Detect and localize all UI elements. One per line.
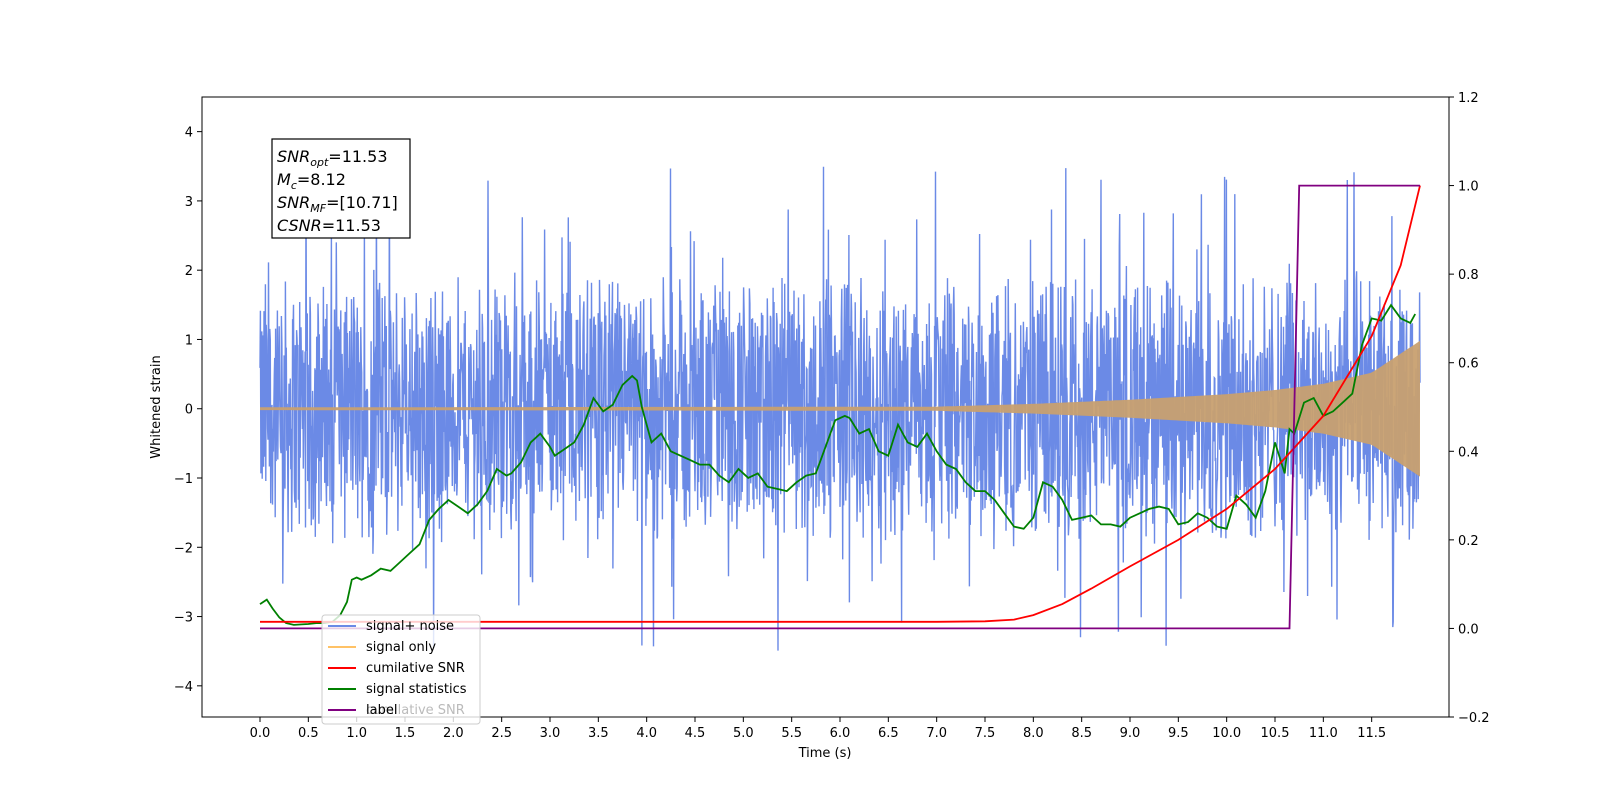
annotation-box: SNRopt=11.53Mc=8.12SNRMF=[10.71]CSNR=11.… <box>271 138 411 239</box>
y2-tick-label: 0.2 <box>1458 534 1479 549</box>
x-tick-label: 10.0 <box>1212 726 1241 741</box>
y-tick-label: −1 <box>174 472 193 487</box>
series-label <box>260 184 1420 630</box>
legend: cumilative SNR signal+ noise signal only c… <box>321 614 481 725</box>
y2-tick-label: 0.0 <box>1458 622 1479 637</box>
x-tick-label: 9.5 <box>1168 726 1189 741</box>
y-tick-label: 4 <box>185 126 193 141</box>
y2-tick-label: 0.8 <box>1458 268 1479 283</box>
x-tick-label: 2.0 <box>443 726 464 741</box>
series-signal-statistics <box>259 303 1416 626</box>
x-tick-label: 11.5 <box>1357 726 1386 741</box>
x-tick-label: 6.5 <box>878 726 899 741</box>
x-tick-label: 9.0 <box>1120 726 1141 741</box>
y-axis-left: 4 3 2 1 0 −1 −2 −3 −4 <box>174 126 202 695</box>
y-tick-label: −3 <box>174 611 193 626</box>
y2-tick-label: 0.4 <box>1458 445 1479 460</box>
x-tick-label: 8.0 <box>1023 726 1044 741</box>
x-tick-label: 11.0 <box>1309 726 1338 741</box>
y-tick-label: −2 <box>174 541 193 556</box>
annotation-line: CSNR=11.53 <box>277 216 381 235</box>
x-tick-label: 8.5 <box>1071 726 1092 741</box>
y-tick-label: 0 <box>185 403 193 418</box>
series-cumulative-snr <box>260 185 1421 623</box>
legend-label: cumilative SNR <box>366 661 465 676</box>
x-tick-label: 5.5 <box>781 726 802 741</box>
y-tick-label: 1 <box>185 333 193 348</box>
x-tick-label: 6.0 <box>830 726 851 741</box>
legend-label: signal statistics <box>366 682 467 697</box>
x-tick-label: 7.5 <box>975 726 996 741</box>
x-tick-label: 1.5 <box>395 726 416 741</box>
annotation-line: SNRopt=11.53 <box>277 147 388 169</box>
x-tick-label: 3.0 <box>540 726 561 741</box>
x-tick-label: 0.5 <box>298 726 319 741</box>
x-tick-label: 4.0 <box>636 726 657 741</box>
plot-area <box>259 166 1421 651</box>
legend-label: signal only <box>366 640 436 655</box>
x-tick-label: 2.5 <box>491 726 512 741</box>
x-tick-label: 3.5 <box>588 726 609 741</box>
legend-label: label <box>366 703 397 718</box>
x-axis: 0.0 0.5 1.0 1.5 2.0 2.5 3.0 3.5 4.0 4.5 5.0 5.5 6.0 6… <box>250 717 1386 741</box>
annotation-line: Mc=8.12 <box>277 170 346 192</box>
x-tick-label: 4.5 <box>685 726 706 741</box>
x-tick-label: 5.0 <box>733 726 754 741</box>
y-axis-right: 1.2 1.0 0.8 0.6 0.4 0.2 0.0 −0.2 <box>1449 91 1490 726</box>
y-axis-label: Whitened strain <box>149 355 164 458</box>
x-tick-label: 1.0 <box>346 726 367 741</box>
series-signal-only <box>260 340 1420 477</box>
y-tick-label: 3 <box>185 195 193 210</box>
y2-tick-label: 0.6 <box>1458 357 1479 372</box>
legend-label: signal+ noise <box>366 619 454 634</box>
y-tick-label: 2 <box>185 264 193 279</box>
plot-frame <box>201 96 1450 718</box>
annotation-line: SNRMF=[10.71] <box>277 193 398 215</box>
y-tick-label: −4 <box>174 680 193 695</box>
series-signal-noise <box>259 166 1421 651</box>
y2-tick-label: −0.2 <box>1458 711 1490 726</box>
x-tick-label: 7.0 <box>926 726 947 741</box>
y2-tick-label: 1.2 <box>1458 91 1479 106</box>
x-tick-label: 0.0 <box>250 726 271 741</box>
legend-ghost-text: cumilative SNR <box>366 703 465 718</box>
x-axis-label: Time (s) <box>798 746 852 761</box>
y2-tick-label: 1.0 <box>1458 180 1479 195</box>
x-tick-label: 10.5 <box>1261 726 1290 741</box>
